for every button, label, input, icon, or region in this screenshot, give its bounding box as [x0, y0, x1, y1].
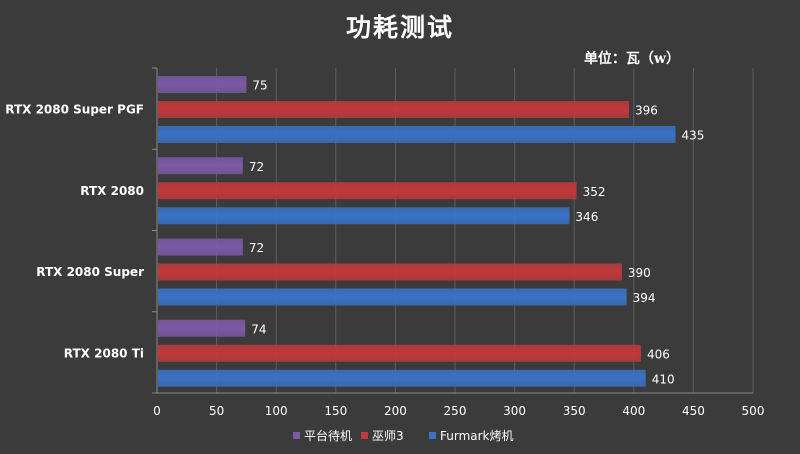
- unit-label: 单位：瓦（w）: [583, 51, 680, 67]
- x-tick-label: 350: [563, 404, 586, 418]
- bar: [158, 157, 243, 175]
- data-label: 396: [635, 104, 658, 118]
- category-label: RTX 2080 Super PGF: [5, 103, 144, 117]
- bar: [158, 182, 577, 200]
- x-tick-label: 50: [209, 404, 224, 418]
- bar: [158, 126, 676, 143]
- bar: [158, 101, 630, 118]
- data-label: 346: [575, 210, 598, 224]
- data-label: 352: [583, 185, 606, 199]
- bar: [158, 369, 646, 387]
- legend-label: Furmark烤机: [440, 428, 514, 443]
- data-label: 394: [633, 291, 656, 305]
- legend-swatch: [293, 432, 300, 439]
- x-tick-label: 500: [742, 404, 765, 418]
- x-tick-label: 400: [622, 404, 645, 418]
- legend-label: 平台待机: [304, 428, 352, 443]
- category-label: RTX 2080 Super: [36, 265, 144, 279]
- x-tick-label: 250: [444, 404, 467, 418]
- data-label: 406: [647, 347, 670, 361]
- data-label: 72: [249, 160, 264, 174]
- bar: [158, 207, 570, 225]
- data-label: 72: [249, 241, 264, 255]
- bar: [158, 288, 627, 306]
- chart-title: 功耗测试: [345, 13, 454, 42]
- x-tick-label: 150: [324, 404, 347, 418]
- bar: [158, 76, 247, 93]
- bar: [158, 344, 641, 362]
- category-label: RTX 2080 Ti: [64, 346, 144, 360]
- data-label: 74: [251, 322, 266, 336]
- data-label: 410: [652, 372, 675, 386]
- bar: [158, 319, 246, 337]
- bar: [158, 238, 243, 256]
- legend-swatch: [429, 432, 436, 439]
- legend-label: 巫师3: [372, 429, 404, 443]
- data-label: 75: [252, 79, 267, 93]
- x-tick-label: 100: [265, 404, 288, 418]
- x-tick-label: 0: [153, 404, 161, 418]
- legend-swatch: [361, 432, 368, 439]
- x-tick-label: 450: [682, 404, 705, 418]
- category-label: RTX 2080: [80, 184, 144, 198]
- data-label: 435: [682, 129, 705, 143]
- x-tick-label: 300: [503, 404, 526, 418]
- x-tick-label: 200: [384, 404, 407, 418]
- bar: [158, 263, 622, 281]
- data-label: 390: [628, 266, 651, 280]
